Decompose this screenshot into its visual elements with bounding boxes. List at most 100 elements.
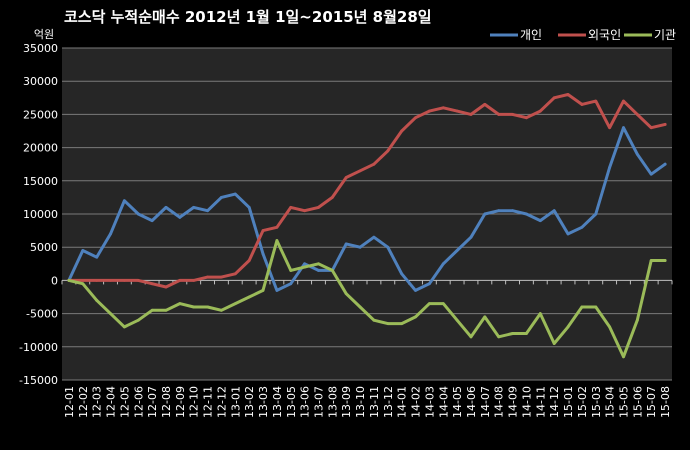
- data-point: [330, 269, 334, 272]
- y-tick-label: 5000: [30, 241, 58, 254]
- data-point: [414, 315, 417, 319]
- data-point: [594, 99, 598, 103]
- legend-label: 외국인: [588, 28, 621, 42]
- y-tick-label: 0: [51, 274, 58, 287]
- data-point: [414, 288, 417, 292]
- data-point: [67, 279, 71, 282]
- data-point: [622, 99, 625, 103]
- series-2: [67, 93, 667, 289]
- data-point: [386, 245, 390, 249]
- data-point: [150, 282, 154, 286]
- data-point: [261, 229, 265, 233]
- y-tick-label: 20000: [23, 142, 58, 155]
- data-point: [594, 212, 598, 216]
- data-point: [635, 113, 639, 116]
- x-tick-label: 13-01: [229, 386, 242, 418]
- data-point: [511, 332, 514, 335]
- data-point: [233, 192, 237, 196]
- data-point: [455, 249, 459, 252]
- legend-label: 기관: [654, 28, 676, 42]
- y-tick-labels: 35000 30000 25000 20000 15000 10000 5000 0 -5000…: [19, 42, 58, 387]
- data-point: [303, 265, 307, 269]
- data-point: [483, 315, 487, 319]
- data-point: [372, 162, 376, 166]
- data-point: [192, 205, 196, 209]
- data-point: [261, 288, 265, 292]
- x-tick-label: 15-06: [631, 386, 644, 418]
- data-point: [525, 212, 528, 216]
- data-point: [400, 272, 404, 276]
- data-point: [109, 232, 112, 236]
- data-point: [441, 302, 445, 306]
- data-point: [275, 288, 279, 292]
- data-point: [497, 335, 501, 339]
- data-point: [164, 308, 168, 312]
- data-point: [233, 272, 237, 276]
- data-point: [303, 262, 307, 266]
- data-point: [538, 219, 542, 223]
- y-tick-label: 15000: [23, 175, 58, 188]
- data-point: [649, 126, 653, 130]
- data-point: [400, 322, 404, 325]
- data-point: [635, 318, 639, 322]
- x-tick-label: 14-12: [548, 386, 561, 418]
- data-point: [206, 209, 209, 213]
- data-point: [469, 113, 473, 116]
- data-point: [663, 259, 667, 262]
- data-point: [122, 325, 126, 329]
- data-point: [552, 342, 556, 345]
- data-point: [220, 196, 223, 199]
- data-point: [455, 109, 459, 113]
- x-tick-label: 13-05: [285, 386, 298, 418]
- x-tick-label: 12-03: [91, 386, 104, 418]
- data-point: [330, 196, 334, 199]
- x-tick-label: 15-04: [604, 386, 617, 418]
- x-tick-label: 14-06: [465, 386, 478, 418]
- x-tick-label: 13-12: [382, 386, 395, 418]
- data-point: [566, 325, 570, 329]
- data-point: [178, 279, 182, 282]
- data-point: [289, 282, 293, 286]
- data-point: [317, 262, 320, 266]
- series-3: [67, 239, 667, 359]
- data-point: [358, 245, 362, 249]
- data-point: [580, 305, 584, 309]
- data-point: [289, 269, 293, 272]
- y-tick-label: 25000: [23, 108, 58, 121]
- data-point: [220, 308, 223, 312]
- data-point: [441, 106, 445, 110]
- x-tick-label: 13-06: [299, 386, 312, 418]
- data-point: [511, 209, 514, 213]
- data-point: [192, 279, 196, 282]
- data-point: [622, 126, 625, 130]
- data-point: [566, 93, 570, 96]
- data-point: [649, 172, 653, 176]
- data-point: [317, 205, 320, 209]
- data-point: [233, 302, 237, 306]
- x-tick-label: 13-02: [243, 386, 256, 418]
- data-point: [164, 285, 168, 289]
- data-point: [622, 355, 625, 359]
- x-tick-labels: 12-01 12-02 12-03 12-04 12-05 12-06 12-07 12-08…: [63, 386, 672, 418]
- data-point: [386, 149, 390, 153]
- data-point: [150, 219, 154, 223]
- x-tick-label: 12-06: [132, 386, 145, 418]
- data-point: [538, 312, 542, 315]
- data-point: [455, 318, 459, 322]
- data-point: [122, 199, 126, 203]
- data-point: [483, 103, 487, 106]
- data-point: [317, 269, 320, 272]
- series-lines: [67, 93, 667, 359]
- data-point: [608, 166, 612, 169]
- data-point: [206, 305, 209, 309]
- x-tick-label: 15-02: [576, 386, 589, 418]
- data-point: [95, 255, 99, 259]
- y-tick-label: -15000: [19, 374, 58, 387]
- x-tick-label: 13-09: [340, 386, 353, 418]
- x-tick-label: 15-01: [562, 386, 575, 418]
- data-point: [511, 113, 514, 116]
- x-tick-label: 14-04: [437, 386, 450, 418]
- x-tick-label: 13-07: [312, 386, 325, 418]
- data-point: [580, 103, 584, 106]
- data-point: [150, 308, 154, 312]
